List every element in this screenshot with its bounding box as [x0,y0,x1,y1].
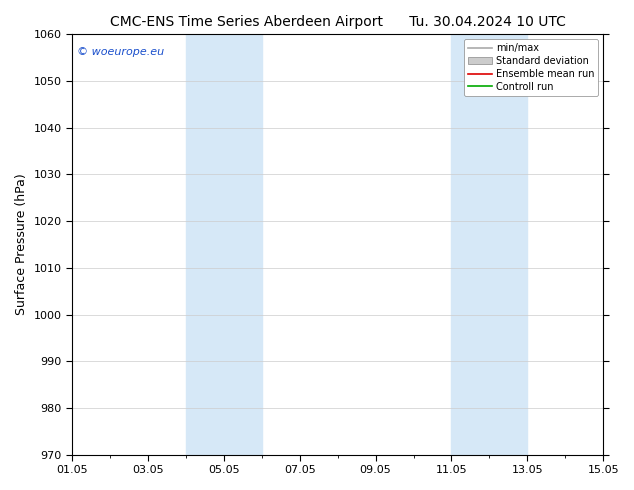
Bar [186,34,262,455]
Y-axis label: Surface Pressure (hPa): Surface Pressure (hPa) [15,173,28,316]
Bar [451,34,527,455]
Legend: min/max, Standard deviation, Ensemble mean run, Controll run: min/max, Standard deviation, Ensemble me… [464,39,598,96]
Text: © woeurope.eu: © woeurope.eu [77,47,165,57]
Title: CMC-ENS Time Series Aberdeen Airport      Tu. 30.04.2024 10 UTC: CMC-ENS Time Series Aberdeen Airport Tu.… [110,15,566,29]
